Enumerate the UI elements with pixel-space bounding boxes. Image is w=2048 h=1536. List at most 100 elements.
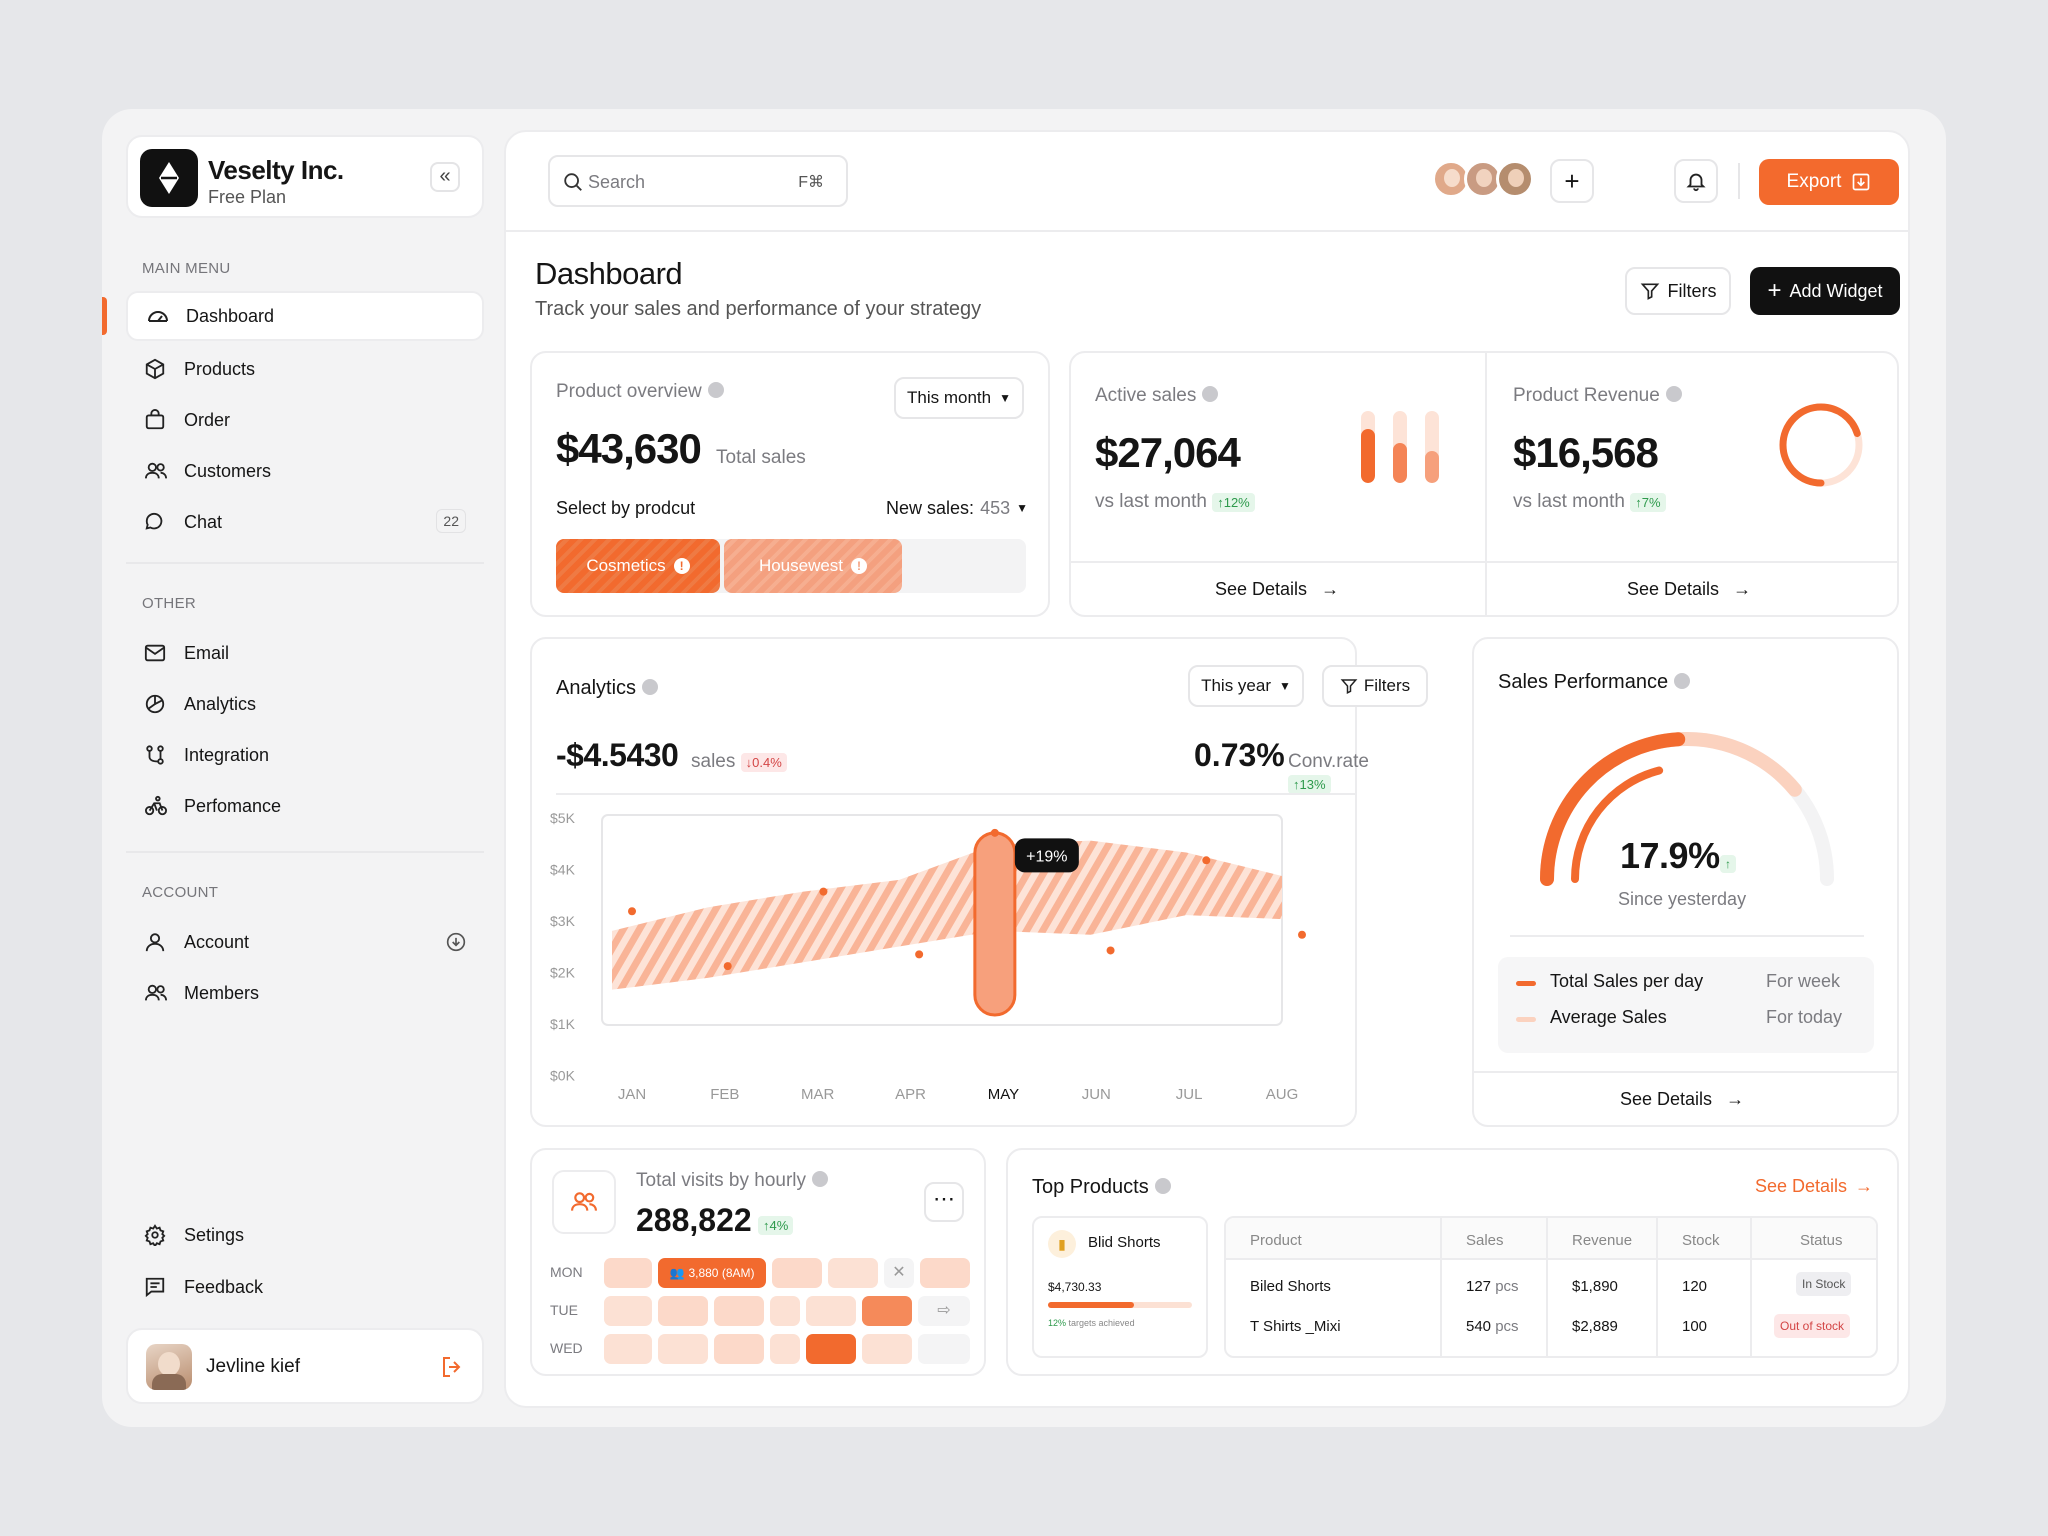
sidebar-item-label: Analytics — [184, 693, 257, 714]
close-icon[interactable]: ✕ — [884, 1258, 914, 1288]
heat-cell[interactable] — [828, 1258, 878, 1288]
bag-icon — [144, 409, 174, 431]
mini-bar — [1361, 429, 1375, 483]
gauge-change: ↑ — [1720, 855, 1736, 873]
y-tick-label: $2K — [550, 965, 576, 981]
analytics-sales-label: sales ↓0.4% — [691, 751, 787, 773]
heat-cell[interactable] — [920, 1258, 970, 1288]
search-icon — [562, 171, 584, 193]
heat-cell[interactable] — [770, 1334, 800, 1364]
arrow-right-icon: → — [1726, 1089, 1745, 1109]
info-icon — [1674, 672, 1691, 689]
heat-cell[interactable] — [770, 1296, 800, 1326]
logout-icon[interactable] — [440, 1355, 464, 1379]
see-details-link[interactable]: See Details → — [1620, 1089, 1744, 1110]
sidebar-item-integration[interactable]: Integration — [126, 730, 484, 780]
cell-sales: 127 pcs — [1466, 1278, 1519, 1295]
heat-cell[interactable] — [604, 1296, 652, 1326]
y-tick-label: $3K — [550, 913, 576, 929]
export-button[interactable]: Export — [1759, 159, 1899, 205]
sidebar-item-chat[interactable]: Chat 22 — [126, 497, 484, 547]
see-details-label: See Details — [1627, 579, 1720, 599]
sidebar-item-products[interactable]: Products — [126, 344, 484, 394]
highlight-bar — [973, 831, 1017, 1017]
column-header: Sales — [1466, 1232, 1504, 1249]
team-avatar[interactable] — [1464, 160, 1502, 198]
sidebar-item-analytics[interactable]: Analytics — [126, 679, 484, 729]
segment-housewest[interactable]: Housewest! — [724, 539, 902, 593]
sidebar-item-label: Members — [184, 982, 260, 1003]
page-subtitle: Track your sales and performance of your… — [535, 298, 982, 320]
info-icon: ! — [673, 558, 690, 574]
sales-performance-title: Sales Performance — [1498, 671, 1691, 694]
collapse-sidebar-button[interactable]: « — [430, 162, 460, 192]
x-tick-label: JUL — [1176, 1086, 1203, 1103]
heat-cell-highlight[interactable]: 👥 3,880 (8AM) — [658, 1258, 766, 1288]
more-options-button[interactable]: ⋯ — [924, 1182, 964, 1222]
x-tick-label: AUG — [1266, 1086, 1299, 1103]
change-badge: ↑12% — [1212, 493, 1255, 512]
sidebar-item-order[interactable]: Order — [126, 395, 484, 445]
sales-unit: pcs — [1495, 1278, 1519, 1295]
product-revenue-title: Product Revenue — [1513, 385, 1682, 407]
kpi-divider — [1485, 353, 1487, 617]
avatar — [146, 1344, 192, 1390]
heat-cell[interactable] — [658, 1334, 708, 1364]
sidebar-item-account[interactable]: Account — [126, 917, 484, 967]
y-tick-label: $0K — [550, 1068, 576, 1084]
heat-cell[interactable] — [806, 1334, 856, 1364]
sidebar-item-dashboard[interactable]: Dashboard — [126, 291, 484, 341]
sidebar-item-customers[interactable]: Customers — [126, 446, 484, 496]
chevron-down-circle-icon[interactable] — [446, 932, 466, 952]
sidebar-item-members[interactable]: Members — [126, 968, 484, 1018]
notifications-button[interactable] — [1674, 159, 1718, 203]
featured-product-amount: $4,730.33 — [1048, 1280, 1102, 1294]
analytics-filters-button[interactable]: Filters — [1322, 665, 1428, 707]
brand-plan: Free Plan — [208, 187, 287, 207]
user-profile-card[interactable]: Jevline kief — [126, 1328, 484, 1404]
brand-card[interactable]: Veselty Inc. Free Plan « — [126, 135, 484, 218]
heat-cell[interactable] — [862, 1334, 912, 1364]
search-input[interactable]: Search F⌘ — [548, 155, 848, 207]
cell-stock: 120 — [1682, 1278, 1708, 1295]
new-sales-value: 453 — [980, 498, 1011, 518]
heat-cell[interactable] — [604, 1334, 652, 1364]
filters-button[interactable]: Filters — [1625, 267, 1731, 315]
visits-icon-box — [552, 1170, 616, 1234]
heat-cell[interactable] — [714, 1296, 764, 1326]
add-widget-button[interactable]: + Add Widget — [1750, 267, 1900, 315]
heat-cell[interactable] — [862, 1296, 912, 1326]
forward-icon[interactable]: ⇨ — [918, 1296, 970, 1326]
sidebar-item-settings[interactable]: Setings — [126, 1210, 484, 1260]
conv-label: Conv.rate — [1288, 751, 1369, 772]
heat-cell[interactable] — [658, 1296, 708, 1326]
year-select[interactable]: This year ▼ — [1188, 665, 1304, 707]
sidebar-item-email[interactable]: Email — [126, 628, 484, 678]
sidebar-item-performance[interactable]: Perfomance — [126, 781, 484, 831]
sidebar-item-feedback[interactable]: Feedback — [126, 1262, 484, 1312]
see-details-link[interactable]: See Details → — [1627, 579, 1751, 600]
featured-product-card[interactable]: ▮ Blid Shorts $4,730.33 12% targets achi… — [1032, 1216, 1208, 1358]
product-revenue-compare: vs last month ↑7% — [1513, 491, 1666, 513]
heat-cell[interactable] — [806, 1296, 856, 1326]
data-point — [1298, 930, 1306, 939]
heat-cell[interactable] — [714, 1334, 764, 1364]
heat-cell[interactable] — [772, 1258, 822, 1288]
top-products-see-details[interactable]: See Details → — [1755, 1176, 1873, 1197]
gauge-caption: Since yesterday — [1618, 889, 1747, 909]
mini-bar-track — [1393, 411, 1407, 483]
period-select[interactable]: This month ▼ — [894, 377, 1024, 419]
gauge-value: 17.9% — [1620, 835, 1720, 876]
see-details-link[interactable]: See Details → — [1215, 579, 1339, 600]
card-title-text: Product Revenue — [1513, 385, 1660, 406]
revenue-ring — [1779, 403, 1863, 487]
products-table: Product Sales Revenue Stock Status Biled… — [1224, 1216, 1878, 1358]
heat-cell[interactable] — [918, 1334, 970, 1364]
segment-cosmetics[interactable]: Cosmetics! — [556, 539, 720, 593]
add-member-button[interactable]: + — [1550, 159, 1594, 203]
team-avatar[interactable] — [1496, 160, 1534, 198]
analytics-divider — [556, 793, 1356, 795]
chat-icon — [144, 511, 174, 533]
heat-cell[interactable] — [604, 1258, 652, 1288]
new-sales-dropdown[interactable]: New sales: 453 ▼ — [886, 498, 1028, 519]
